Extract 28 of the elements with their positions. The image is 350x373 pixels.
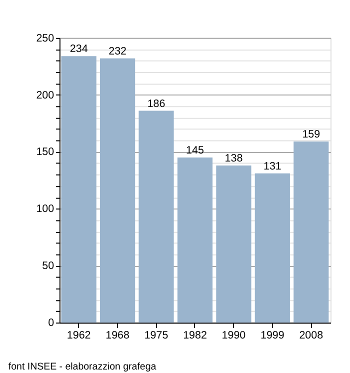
x-tick-label: 1999: [260, 330, 284, 342]
bar: [216, 165, 252, 323]
y-tick-label: 150: [36, 146, 54, 158]
data-label: 131: [263, 160, 282, 173]
data-label: 145: [186, 144, 204, 157]
y-tick-label: 100: [36, 203, 54, 216]
bar: [294, 142, 329, 323]
y-tick-label: 50: [42, 260, 54, 272]
y-tick-label: 250: [36, 32, 54, 44]
x-tick-label: 1975: [144, 330, 168, 342]
data-label: 138: [224, 152, 243, 165]
x-tick-label: 1982: [183, 330, 207, 342]
data-label: 234: [70, 43, 88, 56]
bar: [177, 157, 213, 323]
bar: [100, 58, 136, 323]
text: font INSEE - elaborazzion grafega: [8, 361, 157, 372]
data-label: 232: [108, 46, 127, 58]
x-tick-label: 1990: [222, 330, 246, 342]
y-tick-label: 0: [48, 317, 54, 330]
x-tick-label: 1968: [106, 330, 130, 342]
x-tick-label: 2008: [299, 330, 324, 342]
x-tick-label: 1962: [66, 330, 91, 342]
data-label: 186: [147, 98, 166, 110]
bar: [138, 110, 174, 323]
bar: [254, 173, 290, 323]
bar: [61, 56, 96, 323]
y-tick-label: 200: [36, 89, 54, 102]
data-label: 159: [302, 128, 320, 141]
